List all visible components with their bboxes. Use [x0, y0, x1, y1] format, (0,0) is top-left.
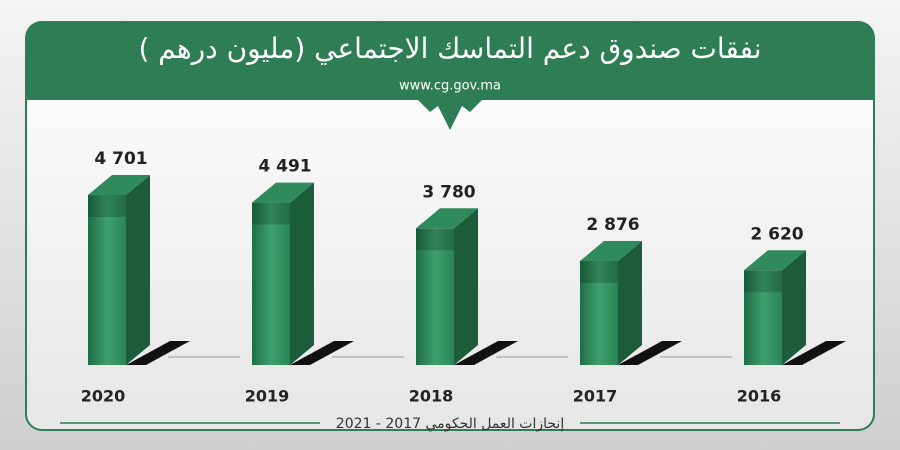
- bar-side: [618, 240, 642, 365]
- x-tick-label: 2016: [737, 387, 782, 406]
- bar-shadow: [454, 341, 518, 365]
- bar-side: [454, 208, 478, 365]
- bar: [252, 202, 290, 365]
- bar: [416, 228, 454, 365]
- bar-top: [580, 240, 642, 261]
- x-tick-label: 2018: [409, 387, 454, 406]
- bar-top: [252, 182, 314, 203]
- value-label: 3 780: [422, 182, 475, 202]
- value-label: 4 701: [94, 149, 147, 169]
- value-label: 4 491: [258, 157, 311, 177]
- bar-shadow: [126, 341, 190, 365]
- bar-band: [252, 202, 290, 225]
- x-tick-label: 2020: [81, 387, 126, 406]
- bar-shadow: [782, 341, 846, 365]
- bar-top: [416, 208, 478, 229]
- chart-title: نفقات صندوق دعم التماسك الاجتماعي (مليون…: [138, 32, 761, 65]
- value-label: 2 876: [586, 215, 639, 235]
- bar-side: [782, 250, 806, 365]
- x-tick-label: 2019: [245, 387, 290, 406]
- bar-band: [580, 260, 618, 283]
- value-label: 2 620: [750, 224, 803, 244]
- bar-top: [744, 250, 806, 271]
- bar: [580, 260, 618, 365]
- bar: [744, 270, 782, 365]
- bar-band: [88, 195, 126, 217]
- bar-top: [88, 175, 150, 195]
- subtitle: www.cg.gov.ma: [399, 79, 501, 94]
- bar-band: [744, 270, 782, 293]
- bar-side: [126, 175, 150, 365]
- bar-side: [290, 182, 314, 365]
- bar-shadow: [290, 341, 354, 365]
- bar: [88, 195, 126, 365]
- header-band: [26, 22, 874, 100]
- x-tick-label: 2017: [573, 387, 618, 406]
- ornament: [418, 100, 482, 130]
- footer: إنجازات العمل الحكومي 2017 - 2021: [336, 416, 565, 432]
- bar-band: [416, 228, 454, 251]
- bar-shadow: [618, 341, 682, 365]
